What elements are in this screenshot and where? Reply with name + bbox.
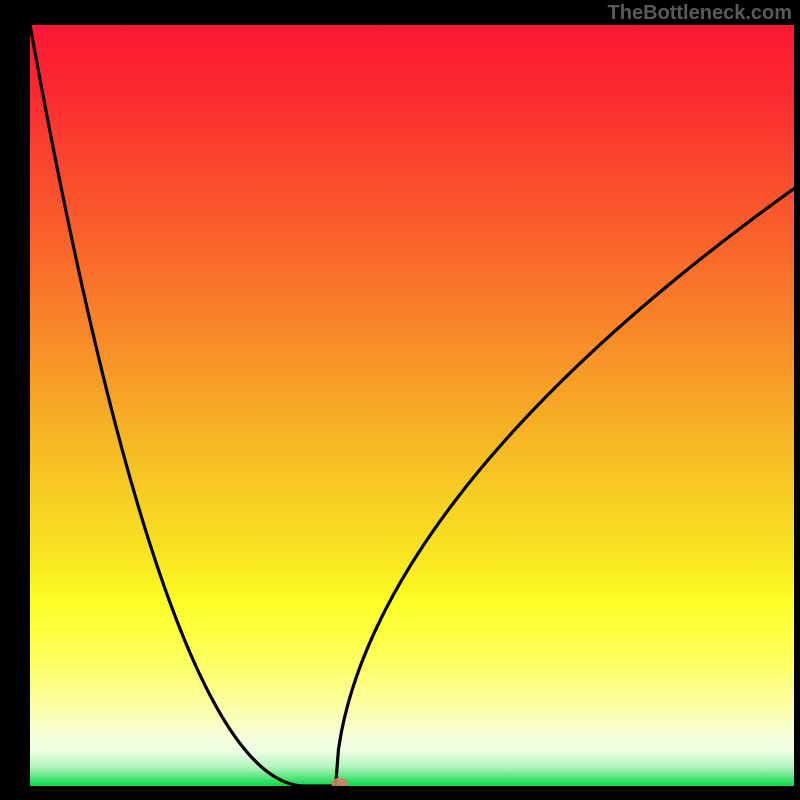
gradient-background	[30, 25, 794, 786]
plot-area	[30, 25, 794, 786]
plot-svg	[30, 25, 794, 786]
chart-frame: TheBottleneck.com	[0, 0, 800, 800]
watermark-text: TheBottleneck.com	[608, 2, 792, 25]
